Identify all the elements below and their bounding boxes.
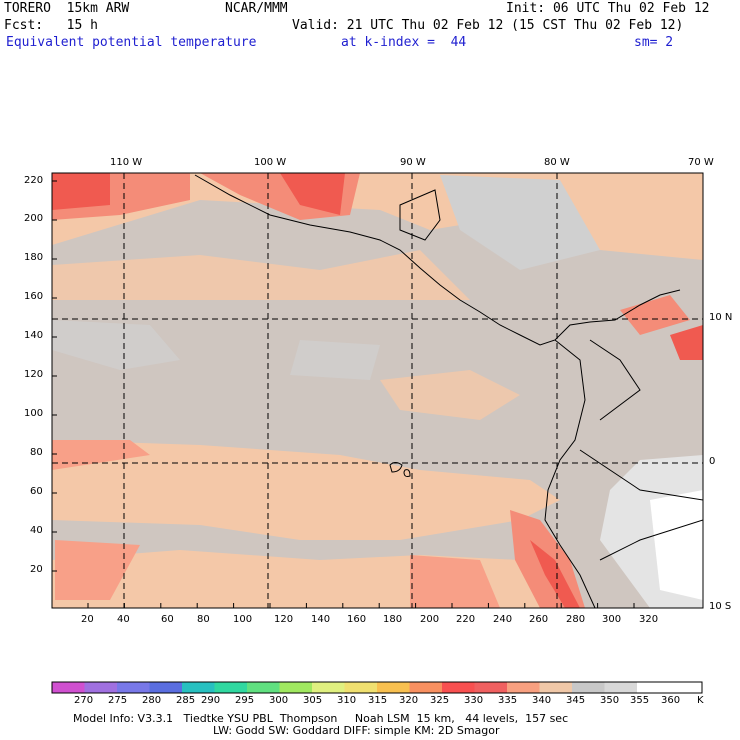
cbar-label-340: 340 (532, 695, 552, 706)
x-label-260: 260 (529, 614, 549, 625)
x-label-240: 240 (493, 614, 513, 625)
cbar-label-325: 325 (430, 695, 450, 706)
warm-patch-s (410, 555, 500, 608)
cbar-label-310: 310 (337, 695, 357, 706)
y-label-20: 20 (30, 564, 43, 575)
hot-patch-venezuela (620, 295, 690, 335)
lon-label-80w: 80 W (544, 157, 570, 168)
model-info-line2: LW: Godd SW: Goddard DIFF: simple KM: 2D… (213, 724, 500, 737)
model-info-line1: Model Info: V3.3.1 Tiedtke YSU PBL Thomp… (73, 712, 569, 725)
x-label-320: 320 (639, 614, 659, 625)
x-label-40: 40 (117, 614, 130, 625)
x-label-20: 20 (81, 614, 94, 625)
x-label-100: 100 (233, 614, 253, 625)
lon-label-70w: 70 W (688, 157, 714, 168)
field-name: Equivalent potential temperature (6, 35, 257, 50)
y-label-100: 100 (24, 408, 44, 419)
country-borders (579, 339, 703, 561)
x-label-200: 200 (420, 614, 440, 625)
cbar-unit: K (697, 695, 704, 706)
init-time: Init: 06 UTC Thu 02 Feb 12 (506, 1, 710, 16)
lat-label-10s: 10 S (709, 601, 732, 612)
x-label-80: 80 (197, 614, 210, 625)
cbar-label-315: 315 (368, 695, 388, 706)
coastline-south-america (544, 339, 596, 608)
field-band-south (52, 440, 560, 540)
x-label-280: 280 (566, 614, 586, 625)
cbar-label-355: 355 (630, 695, 650, 706)
cbar-label-285: 285 (176, 695, 196, 706)
y-label-160: 160 (24, 291, 44, 302)
cbar-label-320: 320 (399, 695, 419, 706)
field-band-2 (52, 250, 470, 300)
y-label-180: 180 (24, 252, 44, 263)
x-label-60: 60 (161, 614, 174, 625)
cbar-label-305: 305 (303, 695, 323, 706)
coastline-yucatan (399, 189, 441, 241)
cold-core-andes (650, 490, 703, 600)
organization: NCAR/MMM (225, 1, 288, 16)
x-label-220: 220 (456, 614, 476, 625)
hot-core-venezuela (670, 325, 703, 360)
lon-label-90w: 90 W (400, 157, 426, 168)
cbar-label-290: 290 (201, 695, 221, 706)
y-label-60: 60 (30, 486, 43, 497)
cbar-label-330: 330 (464, 695, 484, 706)
hot-core-mex (280, 173, 345, 215)
cbar-label-275: 275 (108, 695, 128, 706)
x-label-160: 160 (347, 614, 367, 625)
x-label-140: 140 (311, 614, 331, 625)
plot-frame (51, 172, 704, 609)
y-label-140: 140 (24, 330, 44, 341)
smoothing: sm= 2 (634, 35, 674, 50)
y-tick-marks (52, 180, 57, 572)
lon-label-110w: 110 W (110, 157, 143, 168)
level-index: at k-index = 44 (341, 35, 467, 50)
cool-patch-carib (440, 175, 600, 270)
hot-core-peru (530, 540, 580, 608)
cbar-label-345: 345 (566, 695, 586, 706)
valid-time: Valid: 21 UTC Thu 02 Feb 12 (15 CST Thu … (292, 18, 684, 33)
cbar-label-335: 335 (498, 695, 518, 706)
cbar-label-300: 300 (269, 695, 289, 706)
cbar-label-280: 280 (142, 695, 162, 706)
model-name: TORERO 15km ARW (4, 1, 130, 16)
y-label-220: 220 (24, 175, 44, 186)
coastline-central-america (194, 174, 681, 346)
x-tick-marks (87, 603, 635, 608)
lat-label-0: 0 (709, 456, 716, 467)
y-label-80: 80 (30, 447, 43, 458)
hot-core-nw (52, 173, 110, 210)
cbar-label-350: 350 (600, 695, 620, 706)
lat-label-10n: 10 N (709, 312, 733, 323)
cool-patch-pacific-2 (290, 340, 380, 380)
y-label-120: 120 (24, 369, 44, 380)
y-label-40: 40 (30, 525, 43, 536)
lon-label-100w: 100 W (254, 157, 287, 168)
x-label-300: 300 (602, 614, 622, 625)
x-label-120: 120 (274, 614, 294, 625)
x-label-180: 180 (383, 614, 403, 625)
y-label-200: 200 (24, 213, 44, 224)
field-patch (380, 370, 520, 420)
cbar-label-360: 360 (661, 695, 681, 706)
cbar-label-295: 295 (235, 695, 255, 706)
warm-patch-sw (55, 540, 140, 600)
forecast-hour: Fcst: 15 h (4, 18, 98, 33)
cbar-label-270: 270 (74, 695, 94, 706)
cool-patch-pacific (52, 320, 180, 370)
